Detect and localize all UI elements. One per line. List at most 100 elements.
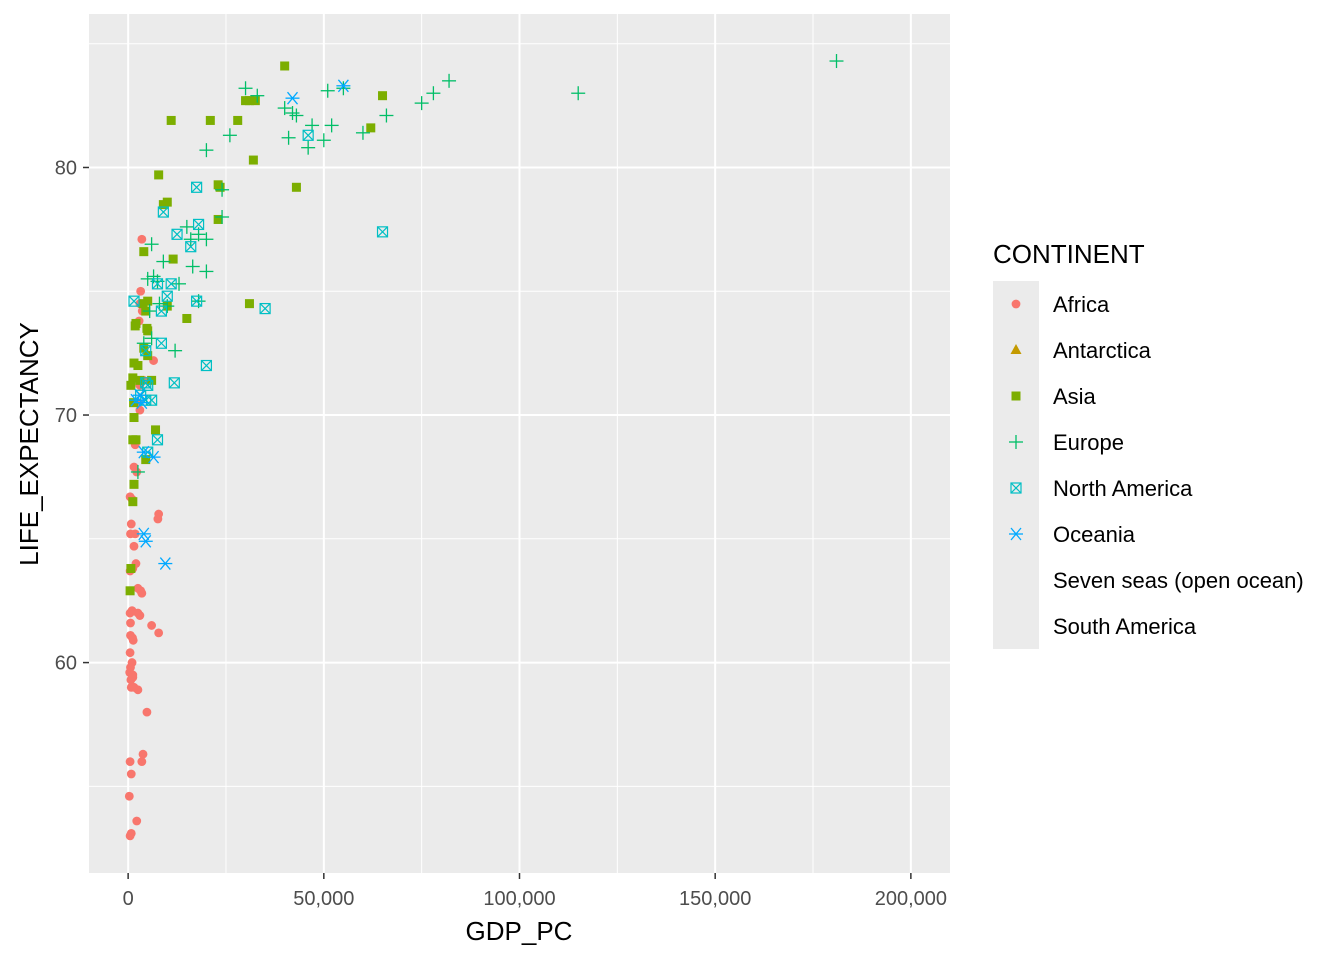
data-point	[277, 101, 292, 116]
legend-label: South America	[1053, 614, 1197, 639]
data-point	[154, 170, 164, 180]
data-point	[199, 264, 214, 279]
data-point	[179, 219, 194, 234]
data-point	[200, 359, 213, 372]
data-point	[128, 497, 138, 507]
data-point	[139, 247, 149, 257]
data-point	[132, 816, 142, 826]
data-point	[141, 455, 151, 465]
data-point	[285, 91, 300, 105]
data-point	[155, 337, 168, 349]
data-point	[130, 321, 140, 331]
data-point	[376, 226, 389, 238]
data-point	[147, 621, 157, 630]
data-point	[199, 143, 214, 158]
data-point	[154, 628, 164, 638]
data-point	[128, 635, 138, 645]
data-point	[185, 259, 200, 274]
data-point	[140, 345, 152, 357]
data-point	[137, 757, 147, 767]
data-point	[250, 88, 265, 103]
y-axis-title: LIFE_EXPECTANCY	[14, 322, 44, 566]
data-point	[280, 61, 290, 71]
data-point	[146, 394, 158, 406]
data-point	[379, 108, 394, 123]
data-point	[142, 304, 157, 319]
legend-key	[1009, 435, 1023, 449]
data-point	[138, 299, 148, 309]
data-point	[134, 396, 149, 410]
data-point	[157, 206, 169, 218]
data-point	[131, 435, 141, 445]
data-point	[213, 214, 223, 224]
data-point	[136, 445, 151, 459]
legend-key	[1011, 391, 1021, 401]
data-point	[301, 140, 316, 155]
data-point	[302, 129, 314, 141]
data-point	[151, 425, 161, 435]
data-point	[126, 380, 136, 390]
data-point	[153, 514, 163, 524]
data-point	[144, 237, 159, 252]
data-point	[151, 278, 164, 290]
data-point	[151, 434, 164, 446]
x-tick-label: 0	[123, 888, 134, 910]
x-axis: 0 50,000 100,000 150,000 200,000	[123, 873, 947, 910]
legend-key	[1009, 527, 1023, 541]
legend-label: Africa	[1053, 292, 1110, 317]
data-point	[281, 130, 296, 145]
legend-key	[1011, 299, 1021, 309]
data-point	[137, 588, 147, 598]
data-point	[158, 200, 168, 210]
data-point	[156, 254, 171, 269]
data-point	[378, 91, 388, 101]
legend-key	[1010, 482, 1022, 494]
legend-key	[1010, 344, 1022, 354]
data-point	[248, 155, 258, 165]
data-point	[244, 299, 254, 309]
data-point	[320, 83, 335, 98]
data-point	[126, 564, 136, 574]
data-point	[168, 377, 180, 389]
data-point	[259, 302, 271, 315]
data-point	[158, 557, 173, 570]
data-point	[215, 182, 230, 197]
data-point	[142, 707, 152, 717]
data-point	[191, 181, 203, 193]
data-point	[233, 115, 243, 125]
data-point	[205, 115, 215, 125]
data-point	[426, 86, 441, 101]
legend-title: CONTINENT	[993, 239, 1145, 269]
legend-label: Seven seas (open ocean)	[1053, 568, 1304, 593]
data-point	[829, 54, 844, 69]
data-point	[161, 290, 173, 302]
data-point	[125, 757, 135, 767]
data-point	[185, 241, 197, 253]
data-point	[244, 96, 254, 106]
x-tick-label: 100,000	[483, 888, 555, 910]
data-point	[289, 108, 304, 123]
data-point	[222, 128, 237, 143]
data-point	[238, 81, 253, 96]
x-axis-title: GDP_PC	[466, 916, 573, 946]
legend: CONTINENT Africa Antarctica Asia Europe Nort…	[993, 239, 1304, 649]
x-tick-label: 150,000	[679, 888, 751, 910]
data-point	[126, 769, 136, 779]
legend-label: Europe	[1053, 430, 1124, 455]
data-point	[138, 534, 153, 548]
data-point	[182, 313, 192, 323]
data-point	[142, 379, 154, 391]
data-point	[191, 295, 203, 307]
data-point	[136, 527, 151, 541]
data-point	[126, 519, 136, 529]
y-axis: 60 70 80	[55, 157, 89, 675]
data-point	[125, 586, 135, 596]
data-point	[168, 254, 178, 264]
data-point	[128, 373, 138, 383]
data-point	[124, 791, 134, 801]
legend-key-background	[993, 281, 1039, 649]
data-point	[168, 343, 183, 358]
data-point	[155, 305, 168, 317]
data-point	[133, 361, 143, 371]
